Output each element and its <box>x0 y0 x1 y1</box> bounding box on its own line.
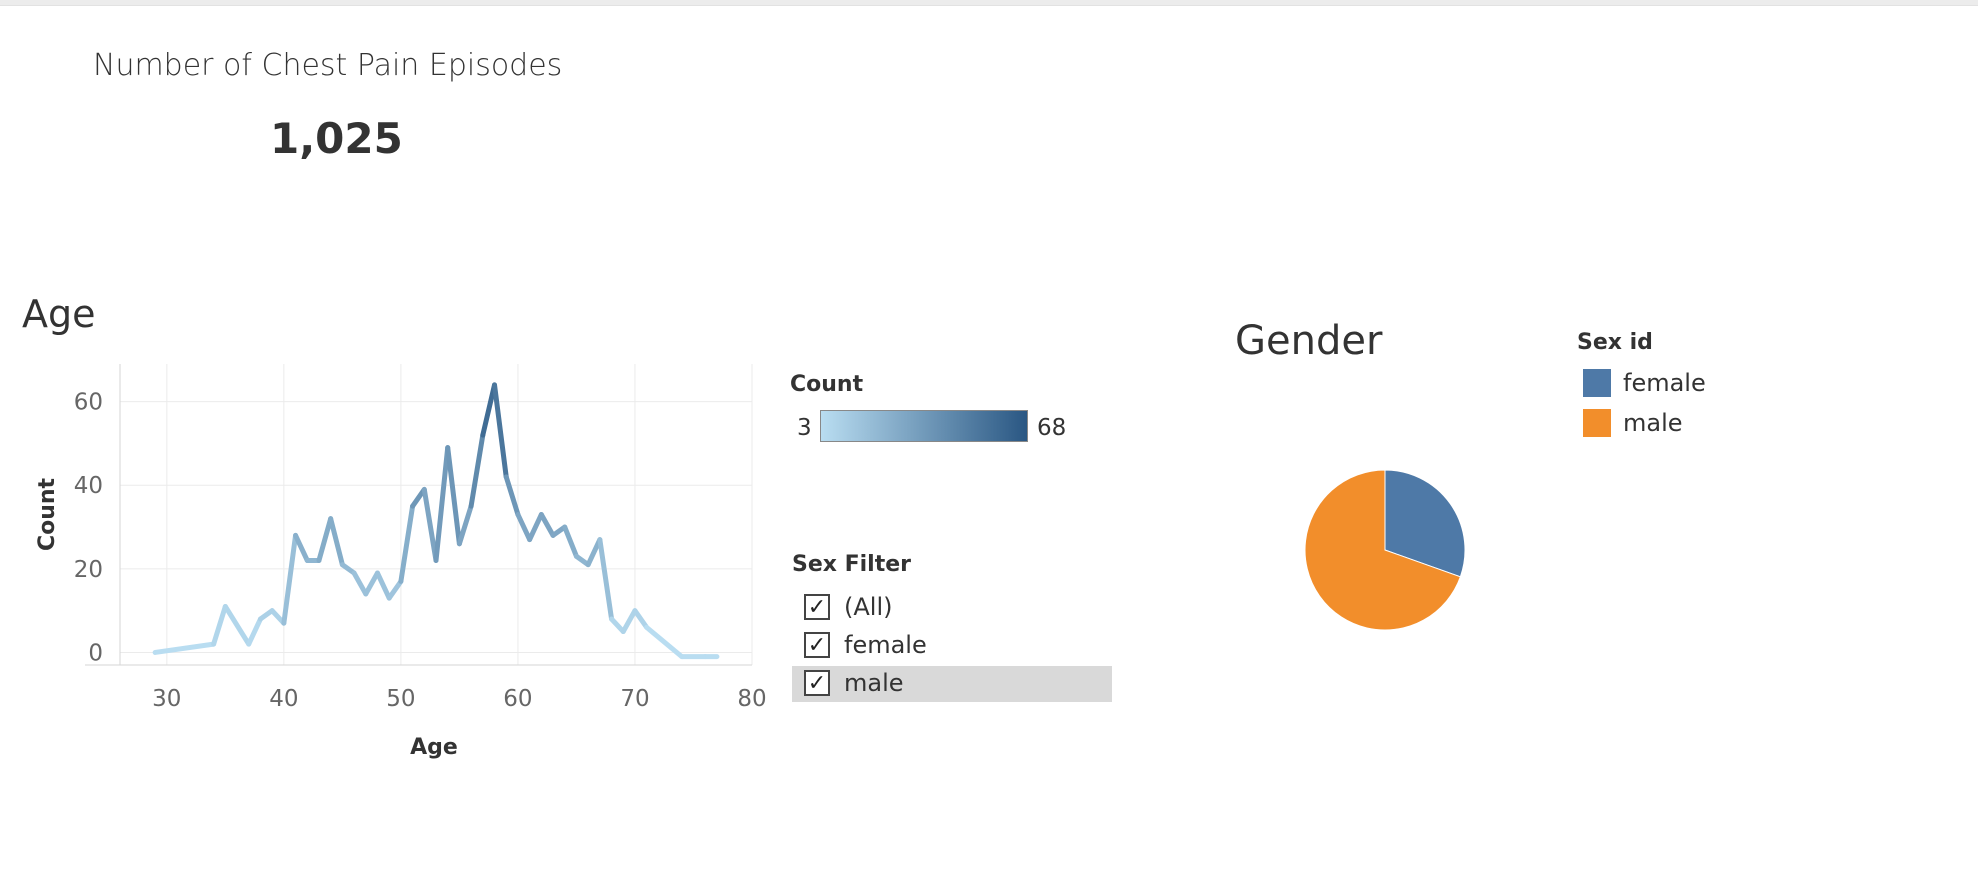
filter-option-label: (All) <box>844 593 893 621</box>
line-segment[interactable] <box>374 570 392 601</box>
y-tick-label: 20 <box>74 557 103 583</box>
line-segment[interactable] <box>527 512 544 543</box>
x-tick-label: 30 <box>152 686 181 712</box>
x-axis-title: Age <box>410 735 458 760</box>
line-segment[interactable] <box>421 486 439 563</box>
pie-slice-male[interactable] <box>1304 469 1462 631</box>
sex-legend-label: female <box>1623 369 1706 397</box>
pie-slice-female[interactable] <box>1384 469 1466 578</box>
line-segment[interactable] <box>503 474 521 517</box>
checkbox-all[interactable]: ✓ <box>804 594 830 620</box>
checkbox-male[interactable]: ✓ <box>804 670 830 696</box>
line-segment[interactable] <box>363 570 380 597</box>
line-segment[interactable] <box>293 532 310 563</box>
filter-option-all[interactable]: ✓ (All) <box>792 590 1112 626</box>
x-tick-label: 80 <box>737 686 766 712</box>
line-segment[interactable] <box>328 516 345 568</box>
line-segment[interactable] <box>480 382 498 438</box>
line-segment[interactable] <box>316 516 334 563</box>
line-segment[interactable] <box>620 608 638 635</box>
gender-pie-chart[interactable] <box>1290 460 1490 660</box>
line-segment[interactable] <box>456 503 474 547</box>
filter-option-female[interactable]: ✓ female <box>792 628 1112 664</box>
count-color-ramp <box>820 410 1028 442</box>
kpi-title: Number of Chest Pain Episodes <box>93 48 563 83</box>
line-segment[interactable] <box>632 608 650 630</box>
top-toolbar-strip <box>0 0 1978 6</box>
filter-option-label: female <box>844 631 927 659</box>
line-segment[interactable] <box>562 524 579 559</box>
y-axis-title: Count <box>35 477 60 551</box>
filter-option-male[interactable]: ✓ male <box>792 666 1112 702</box>
count-legend-max: 68 <box>1037 415 1067 441</box>
y-tick-label: 40 <box>74 473 103 499</box>
checkbox-female[interactable]: ✓ <box>804 632 830 658</box>
line-segment[interactable] <box>492 382 509 480</box>
x-tick-label: 60 <box>503 686 532 712</box>
sex-legend-label: male <box>1623 409 1683 437</box>
line-segment[interactable] <box>515 512 533 543</box>
age-line-chart[interactable]: 30 40 50 60 70 80 0 20 40 60 Age Count <box>0 350 780 770</box>
gender-chart-title: Gender <box>1235 318 1383 364</box>
line-segment[interactable] <box>246 616 263 647</box>
line-segment[interactable] <box>222 603 252 647</box>
line-segment[interactable] <box>597 537 615 622</box>
color-swatch <box>1583 369 1611 397</box>
line-segment[interactable] <box>211 603 228 647</box>
x-tick-label: 70 <box>620 686 649 712</box>
count-legend-min: 3 <box>797 415 812 441</box>
line-segment[interactable] <box>398 503 416 584</box>
y-tick-label: 60 <box>74 390 103 416</box>
line-segment[interactable] <box>538 512 556 538</box>
line-segment[interactable] <box>609 616 626 635</box>
sex-legend-title: Sex id <box>1577 330 1653 355</box>
age-chart-title: Age <box>22 292 96 336</box>
x-tick-label: 40 <box>269 686 298 712</box>
line-segment[interactable] <box>386 578 404 601</box>
x-tick-label: 50 <box>386 686 415 712</box>
line-segment[interactable] <box>281 532 299 626</box>
line-segment[interactable] <box>433 445 451 563</box>
filter-option-label: male <box>844 669 904 697</box>
y-tick-label: 0 <box>88 640 103 666</box>
line-segment[interactable] <box>468 432 486 509</box>
line-segment[interactable] <box>644 624 685 660</box>
line-segment[interactable] <box>152 641 217 655</box>
sex-filter-title: Sex Filter <box>792 552 912 577</box>
kpi-value: 1,025 <box>270 114 403 163</box>
line-segment[interactable] <box>445 445 462 547</box>
line-segment[interactable] <box>351 570 369 597</box>
color-swatch <box>1583 409 1611 437</box>
count-legend-title: Count <box>790 372 864 397</box>
line-segment[interactable] <box>585 537 603 568</box>
